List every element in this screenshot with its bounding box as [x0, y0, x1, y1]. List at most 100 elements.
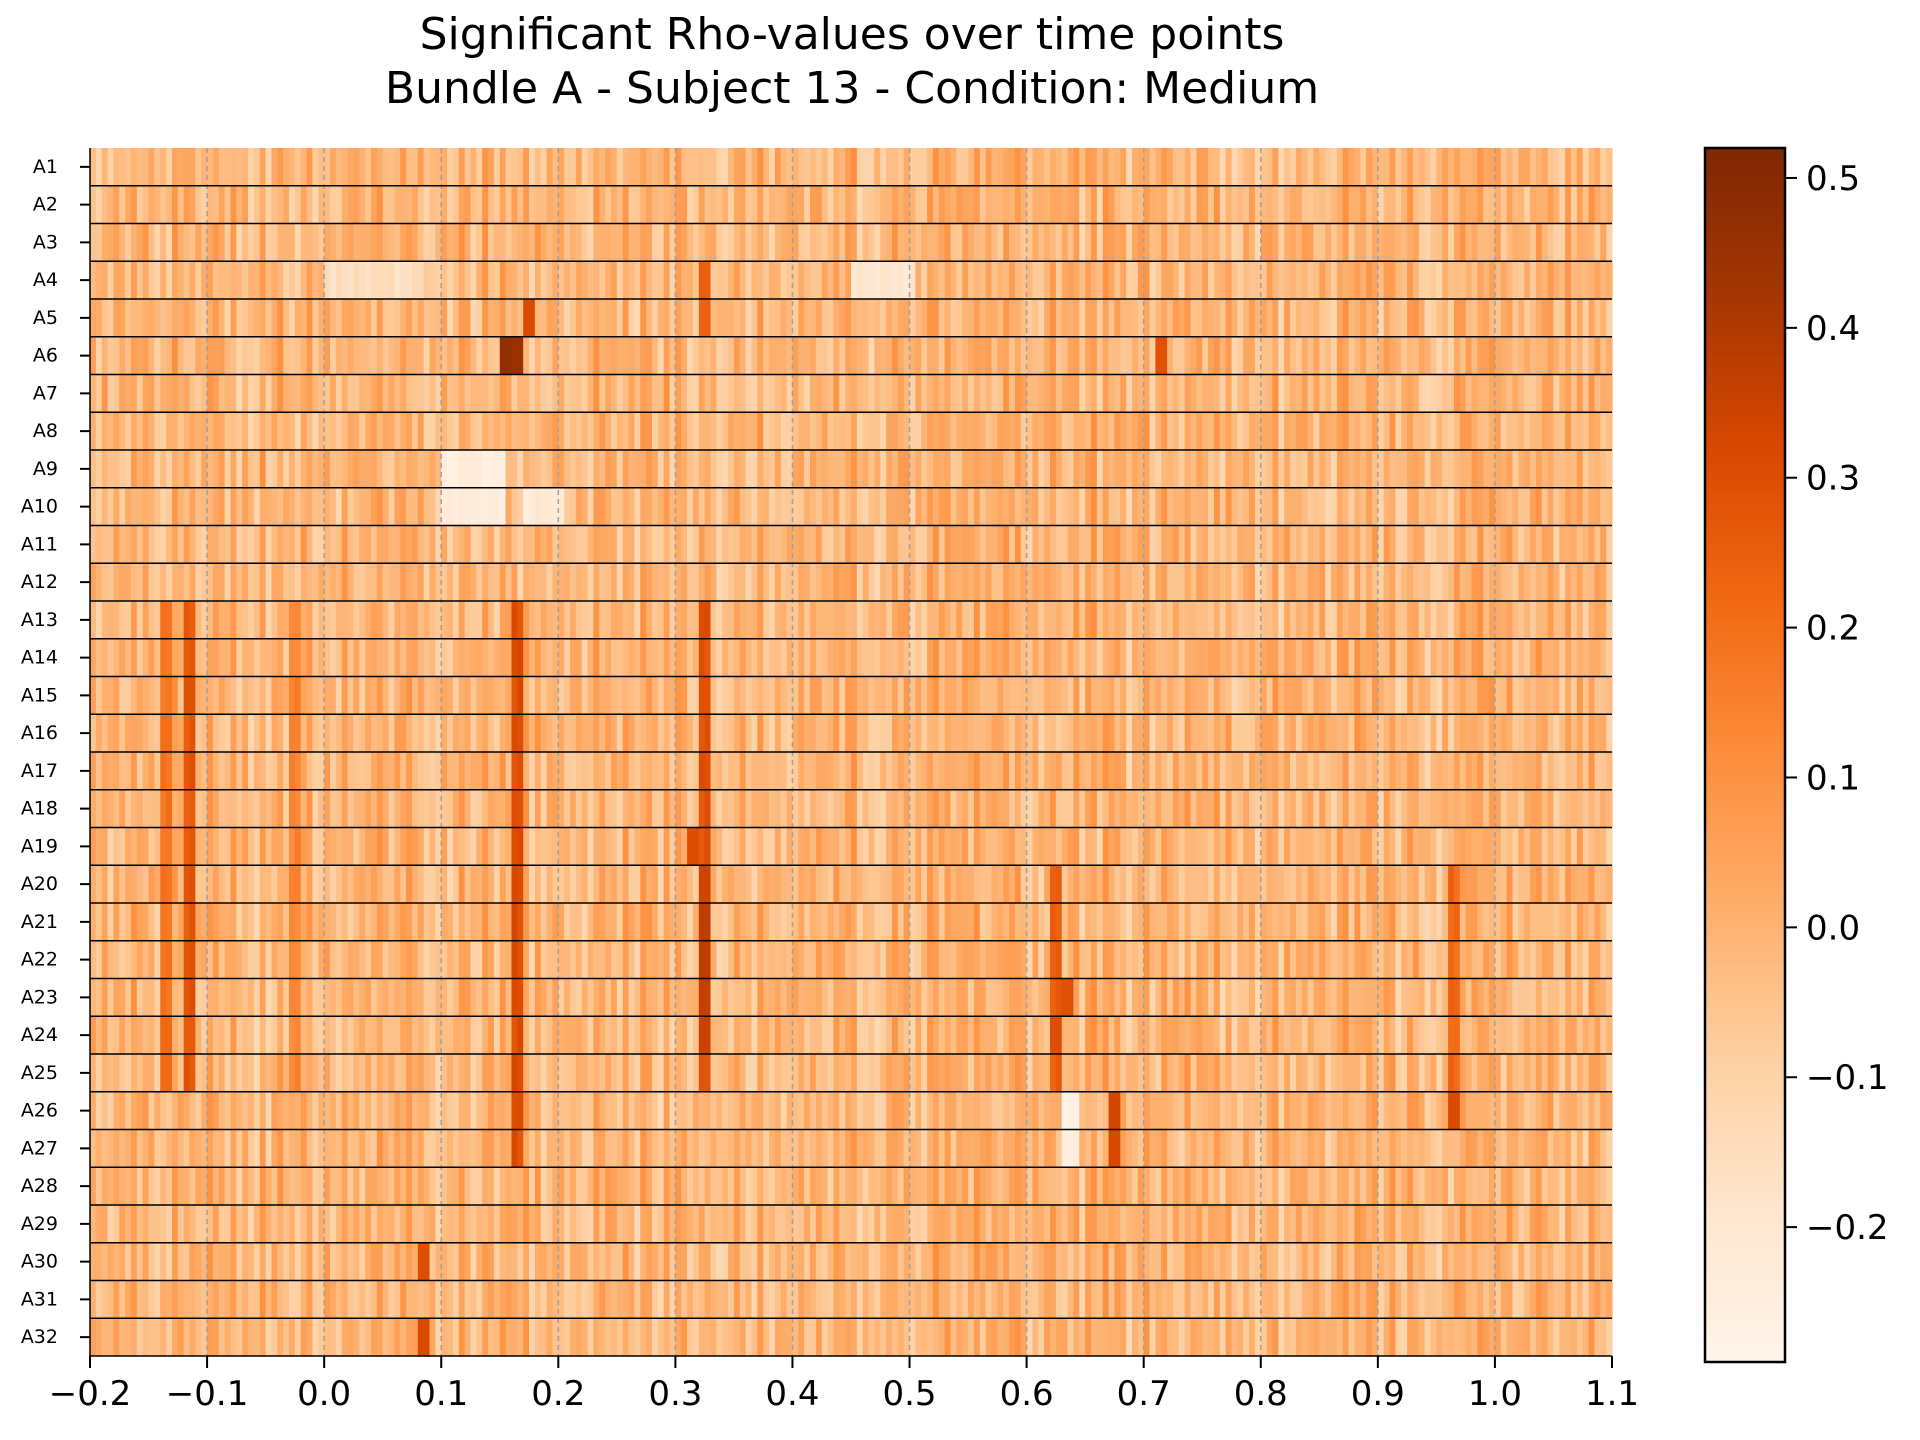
heatmap-cell: [1237, 638, 1244, 678]
heatmap-cell: [1272, 487, 1279, 527]
heatmap-cell: [1061, 148, 1069, 187]
heatmap-cell: [376, 299, 384, 338]
heatmap-cell: [1137, 714, 1145, 753]
heatmap-cell: [447, 148, 454, 187]
heatmap-cell: [1073, 299, 1080, 338]
heatmap-cell: [956, 487, 963, 527]
heatmap-cell: [610, 676, 618, 715]
heatmap-cell: [488, 752, 495, 791]
heatmap-cell: [242, 714, 249, 753]
heatmap-cell: [897, 223, 905, 262]
heatmap-cell: [1091, 487, 1098, 527]
heatmap-cell: [1325, 412, 1332, 451]
heatmap-cell: [874, 638, 881, 678]
heatmap-cell: [716, 752, 723, 791]
heatmap-cell: [1424, 185, 1432, 225]
heatmap-cell: [1453, 261, 1461, 300]
heatmap-cell: [663, 185, 671, 225]
heatmap-cell: [90, 261, 97, 300]
heatmap-cell: [464, 336, 472, 376]
heatmap-cell: [353, 148, 360, 187]
heatmap-cell: [1588, 676, 1596, 715]
heatmap-cell: [1260, 525, 1268, 564]
heatmap-cell: [897, 714, 905, 753]
heatmap-cell: [1588, 185, 1596, 225]
heatmap-cell: [1588, 299, 1596, 338]
heatmap-cell: [845, 638, 852, 678]
heatmap-cell: [236, 412, 243, 451]
heatmap-cell: [751, 789, 758, 829]
heatmap-cell: [1606, 299, 1613, 338]
heatmap-cell: [1424, 601, 1432, 640]
heatmap-cell: [1184, 223, 1192, 262]
heatmap-cell: [1565, 336, 1572, 376]
heatmap-cell: [1055, 223, 1063, 262]
heatmap-cell: [1091, 601, 1098, 640]
heatmap-cell: [1266, 563, 1274, 602]
heatmap-cell: [546, 487, 554, 527]
heatmap-cell: [376, 714, 384, 753]
heatmap-cell: [95, 525, 103, 564]
heatmap-cell: [218, 563, 226, 602]
heatmap-cell: [1518, 336, 1525, 376]
heatmap-cell: [915, 563, 922, 602]
heatmap-cell: [570, 336, 577, 376]
heatmap-cell: [142, 487, 150, 527]
heatmap-cell: [1272, 525, 1279, 564]
heatmap-cell: [1319, 827, 1326, 866]
heatmap-cell: [1541, 752, 1549, 791]
heatmap-cell: [1243, 336, 1250, 376]
heatmap-cell: [353, 865, 360, 904]
heatmap-cell: [1178, 827, 1186, 866]
heatmap-cell: [909, 223, 916, 262]
heatmap-cell: [1032, 185, 1039, 225]
heatmap-cell: [218, 601, 226, 640]
heatmap-cell: [505, 261, 513, 300]
heatmap-cell: [1079, 148, 1086, 187]
heatmap-cell: [973, 714, 981, 753]
heatmap-cell: [300, 789, 308, 829]
heatmap-cell: [1377, 638, 1385, 678]
heatmap-cell: [927, 450, 934, 489]
heatmap-cell: [470, 299, 477, 338]
heatmap-cell: [897, 412, 905, 451]
heatmap-cell: [359, 827, 366, 866]
heatmap-cell: [646, 374, 653, 413]
heatmap-cell: [1360, 336, 1367, 376]
heatmap-cell: [101, 336, 109, 376]
heatmap-cell: [786, 299, 794, 338]
heatmap-cell: [1582, 185, 1590, 225]
heatmap-cell: [733, 336, 741, 376]
heatmap-cell: [921, 638, 928, 678]
heatmap-cell: [130, 638, 138, 678]
heatmap-cell: [1190, 563, 1197, 602]
heatmap-cell: [1430, 223, 1437, 262]
heatmap-cell: [224, 638, 232, 678]
heatmap-cell: [728, 714, 735, 753]
heatmap-cell: [1213, 412, 1221, 451]
heatmap-cell: [1518, 525, 1525, 564]
heatmap-cell: [1026, 223, 1034, 262]
heatmap-cell: [769, 638, 776, 678]
heatmap-cell: [973, 487, 981, 527]
heatmap-cell: [330, 563, 337, 602]
heatmap-cell: [1383, 412, 1391, 451]
heatmap-cell: [663, 601, 671, 640]
heatmap-cell: [997, 412, 1004, 451]
heatmap-cell: [1032, 487, 1039, 527]
heatmap-cell: [1477, 148, 1484, 187]
heatmap-cell: [722, 676, 729, 715]
heatmap-cell: [1366, 148, 1373, 187]
heatmap-cell: [669, 412, 676, 451]
heatmap-cell: [534, 223, 542, 262]
heatmap-cell: [166, 601, 173, 640]
heatmap-cell: [265, 525, 273, 564]
heatmap-cell: [113, 601, 120, 640]
heatmap-cell: [891, 223, 899, 262]
heatmap-cell: [289, 563, 296, 602]
heatmap-cell: [1003, 714, 1010, 753]
heatmap-cell: [1325, 223, 1332, 262]
heatmap-cell: [1079, 525, 1086, 564]
heatmap-cell: [622, 563, 630, 602]
heatmap-cell: [968, 714, 975, 753]
